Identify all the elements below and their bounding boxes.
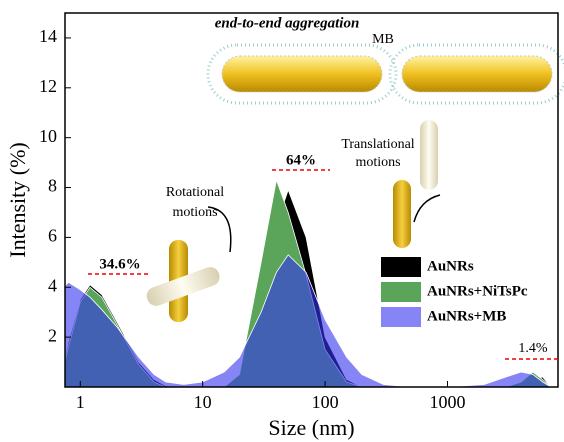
annotation: motions	[172, 205, 217, 220]
y-axis-label: Intensity (%)	[5, 142, 30, 257]
legend-swatch	[381, 282, 421, 302]
y-tick-label: 12	[39, 76, 57, 96]
annotation: MB	[372, 32, 394, 47]
y-tick-label: 10	[39, 126, 57, 146]
annotation: end-to-end aggregation	[215, 15, 360, 31]
y-tick-label: 2	[48, 325, 57, 345]
y-tick-label: 8	[48, 176, 57, 196]
x-tick-label: 100	[312, 392, 339, 412]
legend-swatch	[381, 257, 421, 277]
chart: 2 4 6 8 10 12 14 1 10 100 1000 Size (nm) Intensity (…	[0, 0, 564, 442]
annotation: Translational	[341, 137, 414, 152]
x-tick-label: 10	[194, 392, 212, 412]
annotation: 1.4%	[518, 341, 548, 356]
x-tick-label: 1	[76, 392, 85, 412]
legend-label: AuNRs	[427, 258, 474, 274]
legend-swatch	[381, 307, 421, 327]
x-tick-label: 1000	[429, 392, 465, 412]
y-tick-label: 4	[48, 275, 57, 295]
legend-label: AuNRs+NiTsPc	[427, 283, 528, 299]
illustration	[144, 45, 564, 322]
annotation: Rotational	[166, 185, 224, 200]
annotation: 34.6%	[99, 256, 140, 272]
y-tick-label: 14	[39, 26, 57, 46]
legend-label: AuNRs+MB	[427, 308, 506, 324]
annotation: motions	[355, 155, 400, 170]
y-tick-label: 6	[48, 226, 57, 246]
annotation: 64%	[286, 152, 316, 168]
x-axis-label: Size (nm)	[268, 415, 354, 440]
